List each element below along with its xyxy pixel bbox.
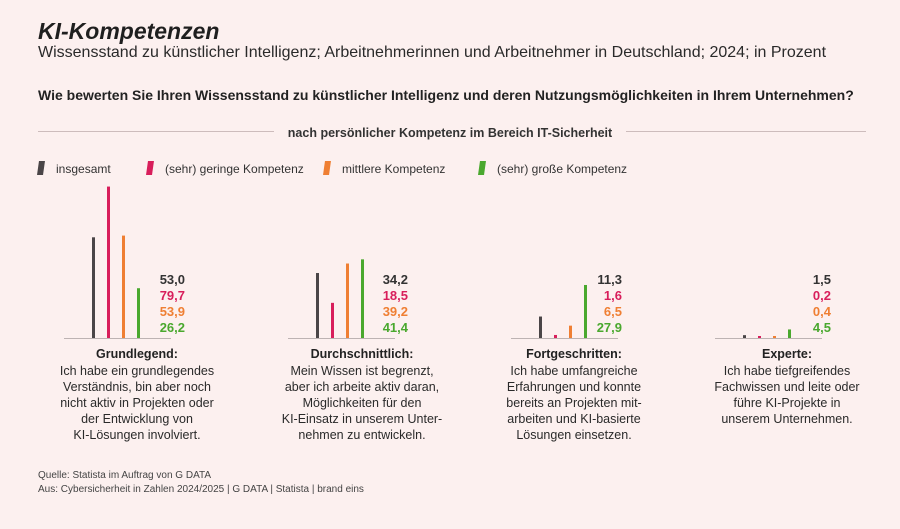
value-label-durchschnittlich-series-2: 39,2 [383,304,408,319]
value-label-durchschnittlich-series-1: 18,5 [383,288,408,303]
category-desc-fortgeschritten: Ich habe umfangreiche Erfahrungen und ko… [506,364,642,442]
value-label-grundlegend-series-0: 53,0 [160,272,185,287]
bar-fortgeschritten-series-2 [569,325,572,338]
value-label-grundlegend-series-1: 79,7 [160,288,185,303]
bar-experte-series-2 [773,336,776,338]
chart-subtitle: Wissensstand zu künstlicher Intelligenz;… [38,44,827,61]
bar-durchschnittlich-series-3 [361,259,364,338]
value-label-durchschnittlich-series-0: 34,2 [383,272,408,287]
category-desc-experte: Ich habe tiefgreifendes Fachwissen und l… [714,364,860,426]
section-label-text: nach persönlicher Kompetenz im Bereich I… [273,126,627,140]
bar-durchschnittlich-series-0 [316,273,319,338]
bar-durchschnittlich-series-2 [346,263,349,338]
value-label-fortgeschritten-series-1: 1,6 [604,288,622,303]
source-note: Quelle: Statista im Auftrag von G DATA A… [38,469,364,497]
legend-label: insgesamt [56,162,111,176]
bar-experte-series-1 [758,336,761,338]
value-label-grundlegend-series-2: 53,9 [160,304,185,319]
bar-grundlegend-series-0 [92,237,95,338]
bar-grundlegend-series-3 [137,288,140,338]
bar-grundlegend-series-1 [107,186,110,338]
value-label-experte-series-1: 0,2 [813,288,831,303]
publication-line: Aus: Cybersicherheit in Zahlen 2024/2025… [38,484,364,495]
chart-title: KI-Kompetenzen [38,18,220,44]
survey-question: Wie bewerten Sie Ihren Wissensstand zu k… [38,87,854,103]
bar-fortgeschritten-series-0 [539,316,542,338]
section-label: nach persönlicher Kompetenz im Bereich I… [0,124,900,142]
category-desc-grundlegend: Ich habe ein grundlegendes Verständnis, … [59,364,215,442]
value-label-experte-series-3: 4,5 [813,320,831,335]
category-title-experte: Experte: [761,347,813,361]
value-label-fortgeschritten-series-3: 27,9 [597,320,622,335]
legend-label: (sehr) große Kompetenz [497,162,628,176]
value-label-fortgeschritten-series-2: 6,5 [604,304,622,319]
value-label-fortgeschritten-series-0: 11,3 [597,272,622,287]
value-label-durchschnittlich-series-3: 41,4 [383,320,409,335]
legend-label: mittlere Kompetenz [342,162,446,176]
value-label-experte-series-0: 1,5 [813,272,831,287]
legend-label: (sehr) geringe Kompetenz [165,162,304,176]
source-line: Quelle: Statista im Auftrag von G DATA [38,470,212,481]
category-title-durchschnittlich: Durchschnittlich: [310,347,414,361]
bar-fortgeschritten-series-3 [584,284,587,338]
bar-fortgeschritten-series-1 [554,334,557,338]
bar-grundlegend-series-2 [122,235,125,338]
category-desc-durchschnittlich: Mein Wissen ist begrenzt, aber ich arbei… [281,364,443,442]
value-label-grundlegend-series-3: 26,2 [160,320,185,335]
bar-experte-series-3 [788,329,791,338]
bar-experte-series-0 [743,335,746,338]
category-title-grundlegend: Grundlegend: [96,347,178,361]
category-title-fortgeschritten: Fortgeschritten: [526,347,622,361]
value-label-experte-series-2: 0,4 [813,304,832,319]
bar-chart: 53,079,753,926,2 34,218,539,241,4 11,31,66… [64,186,832,339]
bar-durchschnittlich-series-1 [331,302,334,338]
